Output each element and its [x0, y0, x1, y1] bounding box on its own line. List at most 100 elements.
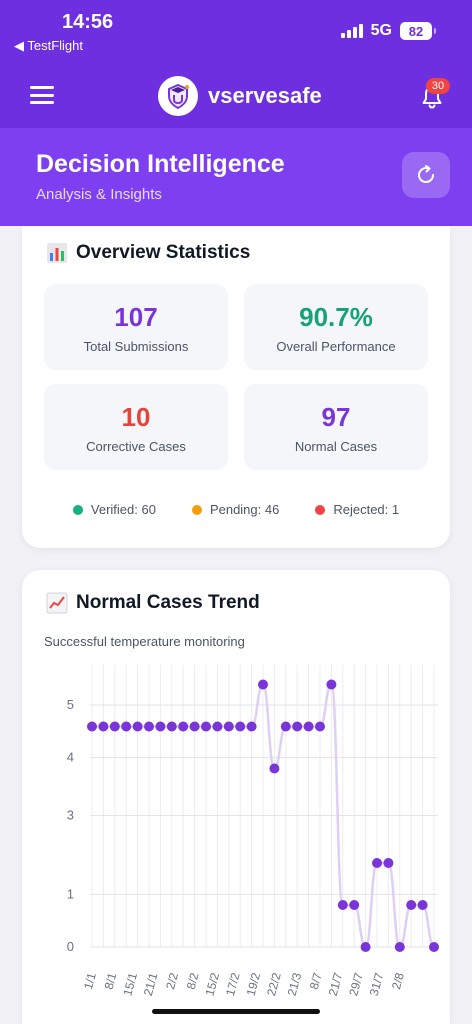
legend-label: Pending: 46 — [209, 502, 280, 517]
data-point[interactable] — [280, 721, 291, 732]
x-tick-label: 17/2 — [223, 971, 243, 997]
data-point[interactable] — [417, 900, 428, 910]
overview-statistics-card: Overview Statistics 107 Total Submission… — [22, 226, 450, 548]
data-point[interactable] — [155, 721, 166, 732]
data-point[interactable] — [383, 858, 394, 868]
stat-value: 90.7% — [299, 302, 373, 332]
x-tick-label: 31/7 — [367, 971, 387, 997]
trend-title-text: Normal Cases Trend — [76, 592, 260, 613]
y-tick-label: 1 — [67, 886, 74, 901]
data-point[interactable] — [212, 721, 223, 732]
x-tick-label: 19/2 — [244, 971, 264, 997]
trend-chart-icon — [46, 592, 68, 614]
data-point[interactable] — [394, 942, 405, 952]
status-legend: Verified: 60 Pending: 46 Rejected: 1 — [22, 502, 450, 517]
overview-title: Overview Statistics — [46, 242, 250, 264]
status-indicators: 5G 82 — [340, 22, 436, 40]
stat-label: Total Submissions — [83, 339, 189, 354]
hamburger-menu-icon[interactable] — [30, 86, 54, 104]
stat-label: Corrective Cases — [86, 439, 186, 454]
x-tick-label: 2/8 — [389, 971, 407, 991]
battery-icon: 82 — [400, 22, 436, 40]
y-tick-label: 4 — [67, 750, 74, 765]
stat-value: 10 — [121, 402, 151, 432]
normal-cases-trend-card: Normal Cases Trend Successful temperatur… — [22, 570, 450, 1024]
x-tick-label: 21/7 — [326, 971, 346, 997]
home-indicator — [152, 1009, 320, 1014]
status-bar: 14:56 ◀ TestFlight 5G 82 — [0, 0, 472, 62]
refresh-icon — [418, 165, 435, 184]
y-tick-label: 5 — [67, 697, 74, 712]
notification-badge: 30 — [426, 78, 450, 94]
data-point[interactable] — [98, 721, 109, 732]
data-point[interactable] — [132, 721, 143, 732]
data-point[interactable] — [360, 942, 371, 952]
data-point[interactable] — [144, 721, 154, 732]
data-point[interactable] — [189, 721, 200, 732]
top-navbar: vservesafe 30 — [0, 62, 472, 128]
status-time: 14:56 — [62, 11, 114, 33]
x-tick-label: 8/7 — [307, 971, 325, 991]
x-tick-label: 1/1 — [81, 971, 99, 991]
testflight-back-link[interactable]: ◀ TestFlight — [14, 38, 84, 53]
x-tick-label: 21/3 — [285, 971, 305, 997]
data-point[interactable] — [223, 721, 234, 732]
stat-corrective-cases[interactable]: 10 Corrective Cases — [44, 384, 228, 470]
stat-label: Overall Performance — [276, 339, 396, 354]
x-tick-label: 2/2 — [163, 971, 181, 991]
x-tick-label: 29/7 — [346, 971, 366, 997]
data-point[interactable] — [303, 721, 314, 732]
data-point[interactable] — [406, 900, 417, 910]
stat-value: 107 — [114, 302, 158, 332]
data-point[interactable] — [109, 721, 120, 732]
data-point[interactable] — [292, 721, 303, 732]
pending-dot-icon — [191, 504, 202, 515]
trend-subtitle: Successful temperature monitoring — [44, 634, 245, 649]
page-subtitle: Analysis & Insights — [36, 186, 162, 203]
data-point[interactable] — [372, 858, 382, 868]
rejected-dot-icon — [315, 504, 326, 515]
data-point[interactable] — [258, 679, 268, 690]
x-tick-label: 8/1 — [102, 971, 120, 991]
battery-level: 82 — [408, 23, 424, 39]
data-point[interactable] — [429, 942, 439, 952]
stat-label: Normal Cases — [294, 439, 378, 454]
data-point[interactable] — [166, 721, 177, 732]
legend-pending: Pending: 46 — [191, 502, 280, 517]
y-tick-label: 3 — [67, 808, 74, 823]
page-header: Decision Intelligence Analysis & Insight… — [0, 128, 472, 226]
stat-overall-performance[interactable]: 90.7% Overall Performance — [244, 284, 428, 370]
x-tick-label: 15/2 — [203, 971, 223, 997]
stat-normal-cases[interactable]: 97 Normal Cases — [244, 384, 428, 470]
stat-total-submissions[interactable]: 107 Total Submissions — [44, 284, 228, 370]
verified-dot-icon — [72, 504, 83, 515]
legend-verified: Verified: 60 — [72, 502, 156, 517]
stat-value: 97 — [321, 402, 351, 432]
page-title: Decision Intelligence — [36, 150, 285, 178]
data-point[interactable] — [121, 721, 132, 732]
brand-logo-group: vservesafe — [158, 76, 322, 116]
legend-rejected: Rejected: 1 — [315, 502, 399, 517]
data-point[interactable] — [178, 721, 189, 732]
normal-cases-line-chart: 0 1 3 4 5 1/1 8/1 15/1 21/1 2/2 8/2 15/2 17/2 19/2 22… — [67, 665, 439, 997]
x-tick-label: 22/2 — [264, 971, 284, 997]
refresh-button[interactable] — [402, 152, 450, 198]
brand-name: vservesafe — [208, 83, 322, 108]
data-point[interactable] — [337, 900, 348, 910]
data-point[interactable] — [235, 721, 246, 732]
overview-title-text: Overview Statistics — [76, 242, 251, 263]
trend-title: Normal Cases Trend — [46, 592, 260, 614]
data-point[interactable] — [246, 721, 257, 732]
network-type: 5G — [370, 22, 392, 39]
data-point[interactable] — [269, 763, 280, 774]
bar-chart-icon — [47, 243, 67, 263]
x-tick-label: 15/1 — [120, 971, 140, 997]
data-point[interactable] — [326, 679, 337, 690]
data-point[interactable] — [87, 721, 97, 732]
y-tick-label: 0 — [67, 939, 74, 954]
signal-icon — [340, 24, 363, 38]
data-point[interactable] — [201, 721, 211, 732]
data-point[interactable] — [315, 721, 325, 732]
x-tick-label: 21/1 — [141, 971, 161, 997]
data-point[interactable] — [349, 900, 360, 910]
